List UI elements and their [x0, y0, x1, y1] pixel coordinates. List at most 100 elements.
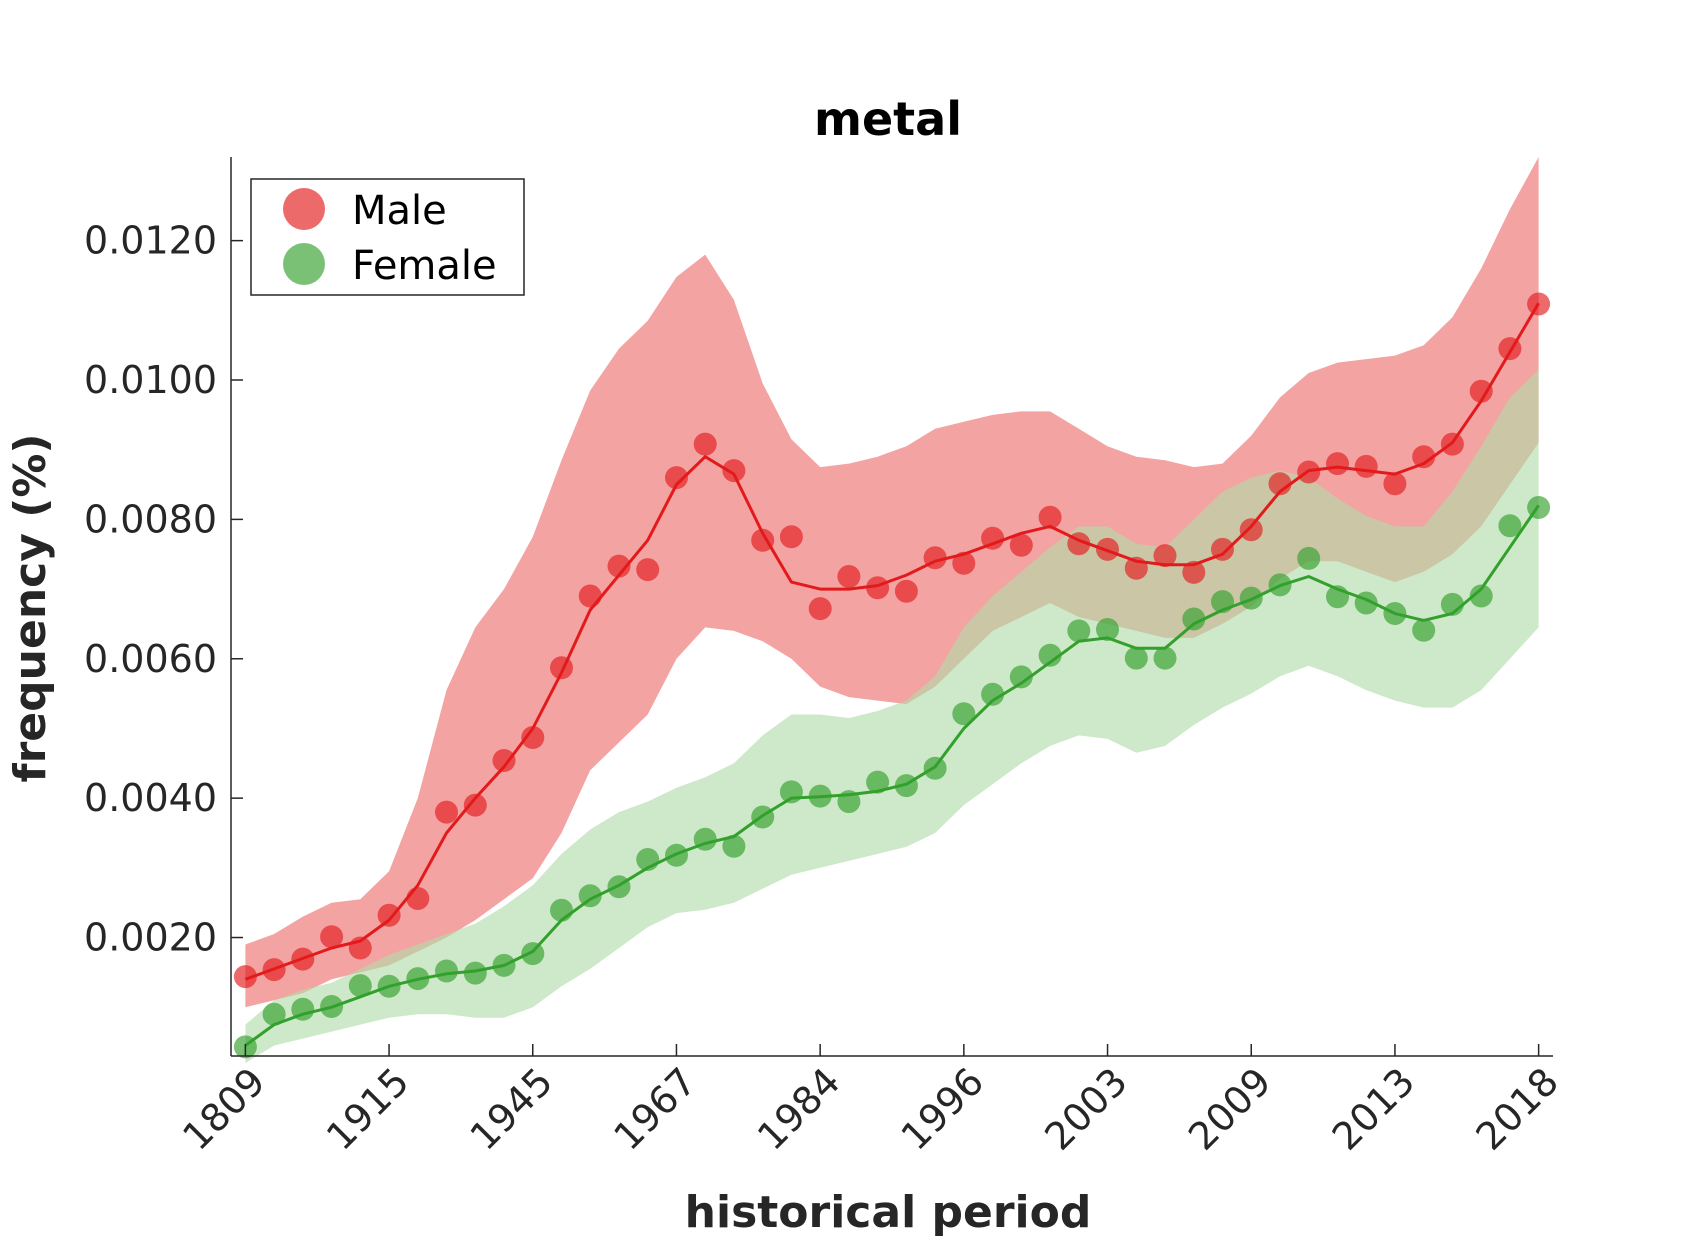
point-male-0 — [233, 965, 257, 989]
line-female — [244, 504, 1540, 1047]
legend-label-female: Female — [352, 243, 497, 289]
point-female-24 — [923, 756, 947, 780]
point-male-31 — [1124, 556, 1148, 580]
point-male-4 — [348, 936, 372, 960]
point-male-40 — [1383, 472, 1407, 496]
point-male-27 — [1009, 533, 1033, 557]
point-male-23 — [894, 579, 918, 603]
point-male-6 — [406, 887, 430, 910]
point-female-32 — [1153, 646, 1177, 670]
y-tick-label: 0.0020 — [84, 916, 217, 960]
point-female-11 — [550, 898, 573, 922]
point-male-13 — [607, 554, 631, 578]
point-female-10 — [521, 942, 545, 966]
point-female-41 — [1412, 618, 1436, 642]
point-female-17 — [722, 834, 746, 858]
point-male-33 — [1182, 560, 1206, 584]
y-tick-label: 0.0080 — [84, 497, 217, 541]
point-female-15 — [665, 843, 688, 867]
legend: Male Female — [250, 178, 525, 296]
point-male-37 — [1297, 460, 1321, 484]
line-male — [244, 302, 1540, 981]
point-male-25 — [952, 551, 976, 575]
point-male-44 — [1498, 337, 1522, 361]
point-male-9 — [492, 749, 516, 772]
band-male — [245, 157, 1539, 1008]
point-male-24 — [923, 546, 947, 570]
point-female-29 — [1067, 619, 1091, 643]
point-female-45 — [1527, 496, 1551, 519]
point-male-19 — [779, 525, 803, 549]
point-male-1 — [262, 958, 286, 982]
point-male-7 — [435, 800, 458, 824]
point-female-16 — [693, 827, 717, 851]
point-female-1 — [262, 1002, 286, 1026]
point-female-40 — [1383, 602, 1407, 625]
point-male-39 — [1354, 454, 1378, 478]
point-male-45 — [1527, 292, 1551, 316]
x-axis-label: historical period — [685, 1187, 1092, 1238]
point-male-15 — [665, 466, 688, 490]
point-male-14 — [636, 558, 660, 582]
point-male-42 — [1440, 432, 1464, 456]
point-female-3 — [320, 995, 344, 1018]
point-male-36 — [1268, 472, 1292, 496]
point-male-43 — [1469, 379, 1493, 403]
point-male-41 — [1412, 445, 1436, 469]
point-female-35 — [1239, 586, 1263, 610]
y-tick-label: 0.0040 — [84, 776, 217, 820]
point-male-30 — [1096, 537, 1119, 561]
point-female-12 — [578, 884, 602, 908]
point-male-17 — [722, 459, 746, 483]
point-female-27 — [1009, 665, 1033, 689]
point-female-13 — [607, 875, 631, 899]
point-female-9 — [492, 953, 516, 977]
point-male-21 — [837, 565, 861, 588]
point-male-28 — [1038, 505, 1062, 529]
point-female-43 — [1469, 584, 1493, 608]
point-male-22 — [866, 576, 890, 600]
point-female-33 — [1182, 607, 1206, 631]
y-tick-label: 0.0060 — [84, 637, 217, 681]
point-male-5 — [377, 903, 401, 927]
point-female-37 — [1297, 546, 1321, 570]
point-male-12 — [578, 584, 602, 608]
point-female-21 — [837, 790, 861, 814]
point-male-34 — [1211, 537, 1234, 561]
point-male-11 — [550, 656, 573, 680]
y-axis-label: frequency (%) — [5, 433, 56, 782]
point-male-8 — [463, 793, 487, 817]
point-male-20 — [808, 597, 832, 621]
point-female-22 — [866, 770, 890, 794]
point-female-19 — [779, 780, 803, 804]
point-male-10 — [521, 726, 545, 749]
legend-marker-male — [283, 188, 325, 230]
point-female-8 — [463, 961, 487, 985]
point-female-44 — [1498, 514, 1522, 538]
chart-title: metal — [814, 92, 962, 146]
data-points — [233, 292, 1551, 1059]
point-male-35 — [1239, 518, 1263, 542]
point-female-31 — [1124, 646, 1148, 670]
point-female-36 — [1268, 573, 1292, 597]
point-female-25 — [952, 702, 976, 726]
point-male-26 — [981, 526, 1005, 550]
point-female-42 — [1440, 592, 1464, 616]
point-male-2 — [291, 947, 315, 971]
point-female-14 — [636, 848, 660, 871]
point-female-6 — [406, 967, 430, 991]
point-female-34 — [1211, 590, 1234, 614]
point-male-32 — [1153, 544, 1177, 568]
point-female-5 — [377, 974, 401, 998]
legend-marker-female — [283, 243, 325, 285]
point-female-23 — [894, 774, 918, 798]
point-male-16 — [693, 432, 717, 456]
point-female-2 — [291, 997, 315, 1021]
point-male-3 — [320, 925, 344, 949]
point-female-7 — [435, 959, 458, 983]
point-female-30 — [1096, 618, 1119, 641]
point-male-38 — [1326, 452, 1349, 476]
y-tick-label: 0.0120 — [84, 219, 217, 263]
point-female-26 — [981, 682, 1005, 706]
